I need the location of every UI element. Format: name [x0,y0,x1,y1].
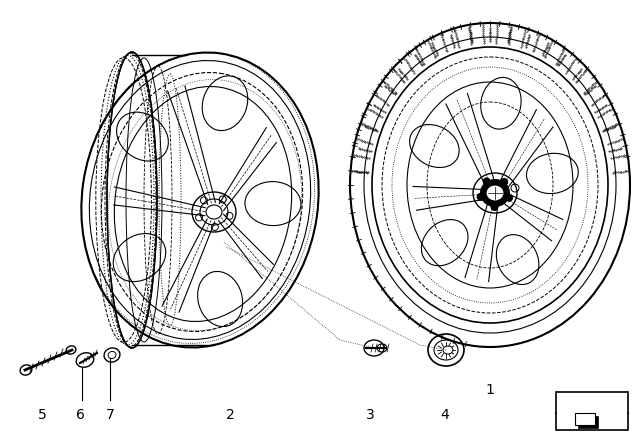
Bar [556,392,628,430]
Text: 4: 4 [440,408,449,422]
Ellipse shape [483,178,490,185]
Text: 2: 2 [226,408,234,422]
Text: 7: 7 [106,408,115,422]
Ellipse shape [491,203,498,211]
Ellipse shape [506,194,513,201]
Text: 00159356: 00159356 [568,395,616,405]
Ellipse shape [477,194,484,200]
Bar [578,416,598,428]
Ellipse shape [481,180,509,206]
Bar [575,413,595,425]
Text: 1: 1 [486,383,495,397]
Text: 6: 6 [76,408,84,422]
Text: 5: 5 [38,408,46,422]
Text: 3: 3 [365,408,374,422]
Ellipse shape [443,346,453,354]
Ellipse shape [500,178,508,185]
Ellipse shape [486,185,504,201]
